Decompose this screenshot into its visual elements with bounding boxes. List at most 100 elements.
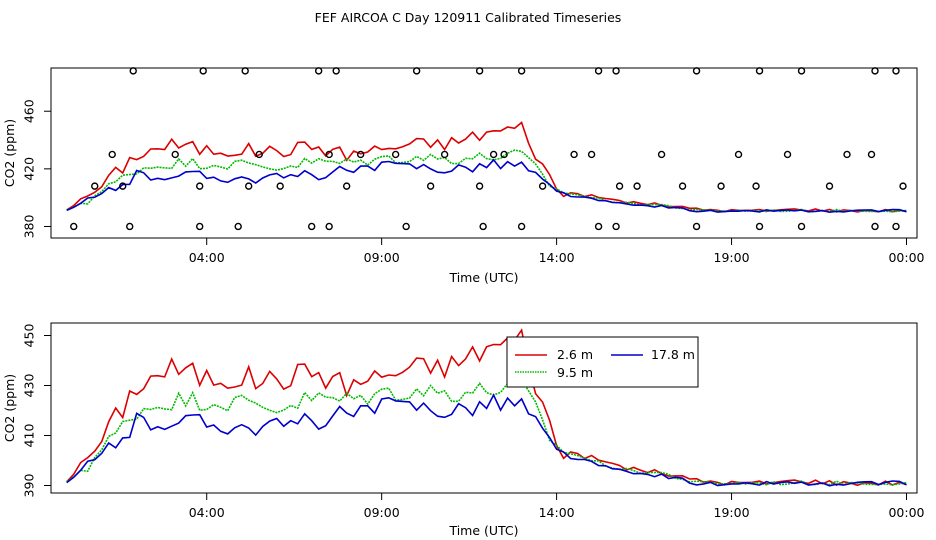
top-calibration-marker [755,222,764,231]
top-calibration-marker [440,150,449,159]
top-calibration-marker [196,182,204,190]
top-calibration-marker [119,182,127,190]
top-calibration-marker [612,67,620,75]
bottom-x-tick-label: 19:00 [714,505,750,520]
bottom-x-ticks: 04:00 09:00 14:00 19:00 00:00 [189,493,925,520]
top-calibration-marker [843,150,851,159]
top-calibration-marker [892,67,900,75]
top-calibration-marker [892,222,900,231]
bottom-series-line-17-8m [66,393,907,487]
top-calibration-marker [199,67,207,75]
top-series-line-9-5m [66,149,907,213]
top-x-ticks: 04:00 09:00 14:00 19:00 00:00 [189,238,925,265]
top-y-tick-label: 420 [22,157,37,181]
top-calibration-marker [615,182,624,190]
top-calibration-marker [276,182,284,190]
top-calibration-marker [108,150,116,159]
top-calibration-marker [479,222,487,231]
page-title: FEF AIRCOA C Day 120911 Calibrated Times… [315,10,622,25]
top-calibration-marker [500,150,508,159]
top-x-tick-label: 04:00 [189,250,225,265]
top-calibration-marker [717,182,725,190]
top-calibration-marker [734,150,743,159]
top-calibration-marker [871,222,879,231]
top-calibration-marker [517,67,526,75]
top-calibration-marker [899,182,907,190]
top-calibration-marker [126,222,134,231]
top-calibration-marker [489,150,498,159]
top-y-tick-label: 460 [22,99,37,123]
top-calibration-marker [426,182,435,190]
top-calibration-marker [255,150,263,159]
top-markers-group [70,67,907,231]
top-calibration-marker [244,182,253,190]
bottom-y-tick-label: 430 [22,374,37,398]
top-calibration-marker [70,222,78,231]
top-calibration-marker [91,182,99,190]
top-calibration-marker [196,222,204,231]
top-x-axis-label: Time (UTC) [448,270,518,285]
top-calibration-marker [475,182,484,190]
legend-label-9-5m: 9.5 m [557,365,593,380]
top-calibration-marker [594,67,603,75]
top-calibration-marker [475,67,484,75]
top-series-line-17-8m [66,158,907,214]
top-calibration-marker [234,222,242,231]
bottom-y-ticks: 390 410 430 450 [22,324,51,498]
bottom-series-group [66,328,907,487]
bottom-y-tick-label: 390 [22,474,37,498]
top-calibration-marker [594,222,603,231]
top-calibration-marker [129,67,137,75]
top-x-tick-label: 09:00 [364,250,400,265]
legend: 2.6 m 17.8 m 9.5 m [506,336,699,388]
top-calibration-marker [325,150,333,159]
top-x-tick-label: 14:00 [539,250,575,265]
top-calibration-marker [517,222,526,231]
bottom-x-tick-label: 00:00 [888,505,924,520]
top-calibration-marker [412,67,421,75]
top-calibration-marker [797,222,806,231]
bottom-plot-frame [50,322,918,494]
top-calibration-marker [612,222,620,231]
top-calibration-marker [356,150,365,159]
top-calibration-marker [325,222,333,231]
top-x-tick-label: 00:00 [888,250,924,265]
top-calibration-marker [692,222,701,231]
top-calibration-marker [391,150,400,159]
bottom-x-axis-label: Time (UTC) [448,523,518,538]
top-calibration-marker [783,150,792,159]
legend-label-17-8m: 17.8 m [651,347,695,362]
top-y-ticks: 380 420 460 [22,99,51,238]
top-calibration-marker [867,150,876,159]
bottom-y-tick-label: 450 [22,324,37,348]
top-calibration-marker [587,150,596,159]
top-calibration-marker [755,67,764,75]
top-calibration-marker [570,150,578,159]
top-y-axis-label: CO2 (ppm) [2,119,17,187]
bottom-y-tick-label: 410 [22,424,37,448]
bottom-series-line-9-5m [66,377,907,486]
top-calibration-marker [657,150,666,159]
top-calibration-marker [538,182,547,190]
top-y-tick-label: 380 [22,214,37,238]
bottom-panel: 04:00 09:00 14:00 19:00 00:00 390 410 430 450 T… [2,322,925,538]
top-calibration-marker [314,67,323,75]
top-calibration-marker [342,182,351,190]
top-calibration-marker [825,182,834,190]
top-calibration-marker [241,67,249,75]
top-series-group [66,121,907,214]
bottom-y-axis-label: CO2 (ppm) [2,374,17,442]
bottom-x-tick-label: 04:00 [189,505,225,520]
top-calibration-marker [692,67,701,75]
bottom-x-tick-label: 09:00 [364,505,400,520]
top-calibration-marker [171,150,179,159]
legend-label-2-6m: 2.6 m [557,347,593,362]
legend-box [506,336,699,388]
top-plot-frame [50,67,918,239]
top-panel: 04:00 09:00 14:00 19:00 00:00 380 420 460 Time… [2,67,925,285]
top-calibration-marker [797,67,806,75]
top-calibration-marker [307,222,316,231]
top-calibration-marker [678,182,687,190]
top-calibration-marker [871,67,879,75]
